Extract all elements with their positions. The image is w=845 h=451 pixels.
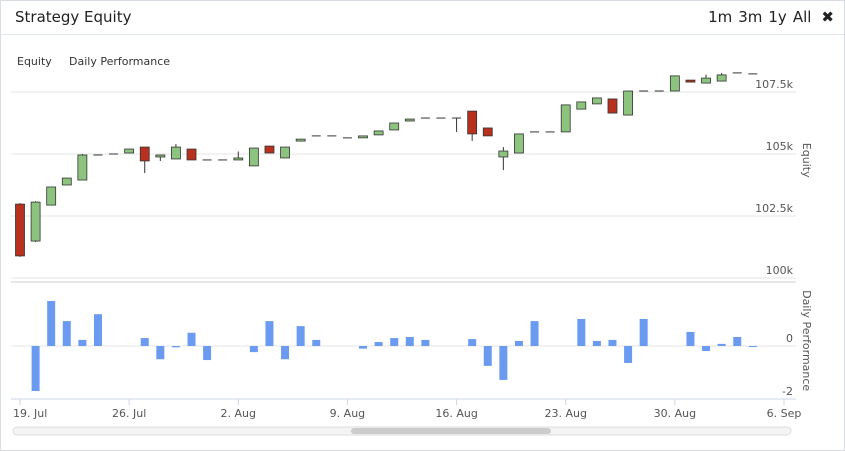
candle-body [669, 75, 680, 92]
bar [78, 339, 87, 346]
candle-body [514, 133, 524, 154]
candle-body [264, 145, 275, 154]
y2-tick-label: -2 [782, 385, 793, 398]
bar [530, 321, 539, 346]
candle-body [124, 148, 135, 154]
x-tick-label: 16. Aug [435, 407, 477, 420]
candle-body [30, 201, 41, 242]
bar [499, 346, 508, 380]
bar [156, 346, 165, 360]
bar [702, 346, 711, 352]
scrollbar-thumb[interactable] [351, 428, 551, 434]
bar [592, 340, 601, 346]
bar [686, 331, 695, 346]
bar [405, 336, 414, 346]
range-button[interactable]: 1m [708, 8, 733, 26]
bar [390, 338, 399, 346]
candle-body [77, 154, 88, 181]
bar [62, 321, 71, 346]
bar [187, 332, 196, 346]
bar [421, 339, 430, 346]
candle-body [15, 203, 25, 257]
candle-body [139, 146, 150, 162]
candle-body [295, 138, 306, 142]
y-tick-label: 100k [766, 264, 794, 277]
y2-tick-label: 0 [786, 332, 793, 345]
candle-body [701, 77, 711, 84]
candle-body [358, 135, 368, 139]
bar [483, 346, 492, 366]
bar [374, 342, 383, 346]
y-tick-label: 105k [766, 140, 794, 153]
candle-body [560, 104, 571, 133]
candle-body [482, 127, 493, 137]
candle-body [280, 146, 290, 159]
bar [47, 300, 56, 346]
x-tick-label: 26. Jul [112, 407, 146, 420]
panel-title: Strategy Equity [15, 8, 132, 26]
candle-body [498, 150, 509, 158]
x-tick-label: 6. Sep [767, 407, 802, 420]
x-tick-label: 9. Aug [330, 407, 365, 420]
bar [359, 346, 368, 349]
bar [624, 346, 633, 363]
header: Strategy Equity 1m 3m 1y All ✖ [1, 1, 844, 35]
bar [748, 346, 757, 348]
candle-body [404, 118, 415, 122]
bar [468, 339, 477, 346]
candle-body [171, 146, 181, 160]
x-tick-label: 19. Jul [13, 407, 47, 420]
bar [577, 318, 586, 346]
bar [733, 336, 742, 346]
candle-body [685, 79, 696, 83]
bar [203, 346, 212, 361]
bar [312, 339, 321, 346]
candle-body [248, 147, 259, 167]
bar [140, 338, 149, 346]
candle-body [576, 101, 587, 110]
legend-item[interactable]: Equity [17, 55, 52, 68]
candle-body [186, 148, 197, 161]
bar [249, 346, 258, 353]
bar [514, 340, 523, 346]
candle-body [607, 98, 618, 114]
axis-title: Equity [800, 143, 813, 178]
x-tick-label: 30. Aug [654, 407, 696, 420]
x-tick-label: 23. Aug [544, 407, 586, 420]
y-tick-label: 107.5k [755, 78, 793, 91]
bar [265, 321, 274, 346]
bar [93, 314, 102, 346]
bar [296, 326, 305, 346]
close-button[interactable]: ✖ [821, 8, 834, 26]
x-tick-label: 2. Aug [221, 407, 256, 420]
candle-body [233, 157, 244, 161]
bar [31, 346, 40, 392]
bar [639, 318, 648, 346]
bar [717, 343, 726, 346]
y-tick-label: 102.5k [755, 202, 793, 215]
legend-item[interactable]: Daily Performance [69, 55, 170, 68]
candle-body [46, 186, 57, 206]
range-button[interactable]: 1y [768, 8, 787, 26]
axis-title: Daily Performance [800, 290, 813, 391]
range-button[interactable]: 3m [738, 8, 763, 26]
candle-body [61, 177, 72, 186]
candle-body [467, 110, 478, 135]
candle-body [373, 130, 384, 136]
candle-body [623, 90, 633, 116]
candle-body [591, 97, 602, 105]
candle-body [716, 74, 727, 82]
candle-body [155, 154, 166, 158]
bar [281, 346, 290, 360]
range-button[interactable]: All [792, 8, 812, 26]
candle-body [389, 122, 400, 131]
bar [608, 339, 617, 346]
bar [171, 346, 180, 348]
range-buttons: 1m 3m 1y All ✖ [702, 8, 834, 26]
